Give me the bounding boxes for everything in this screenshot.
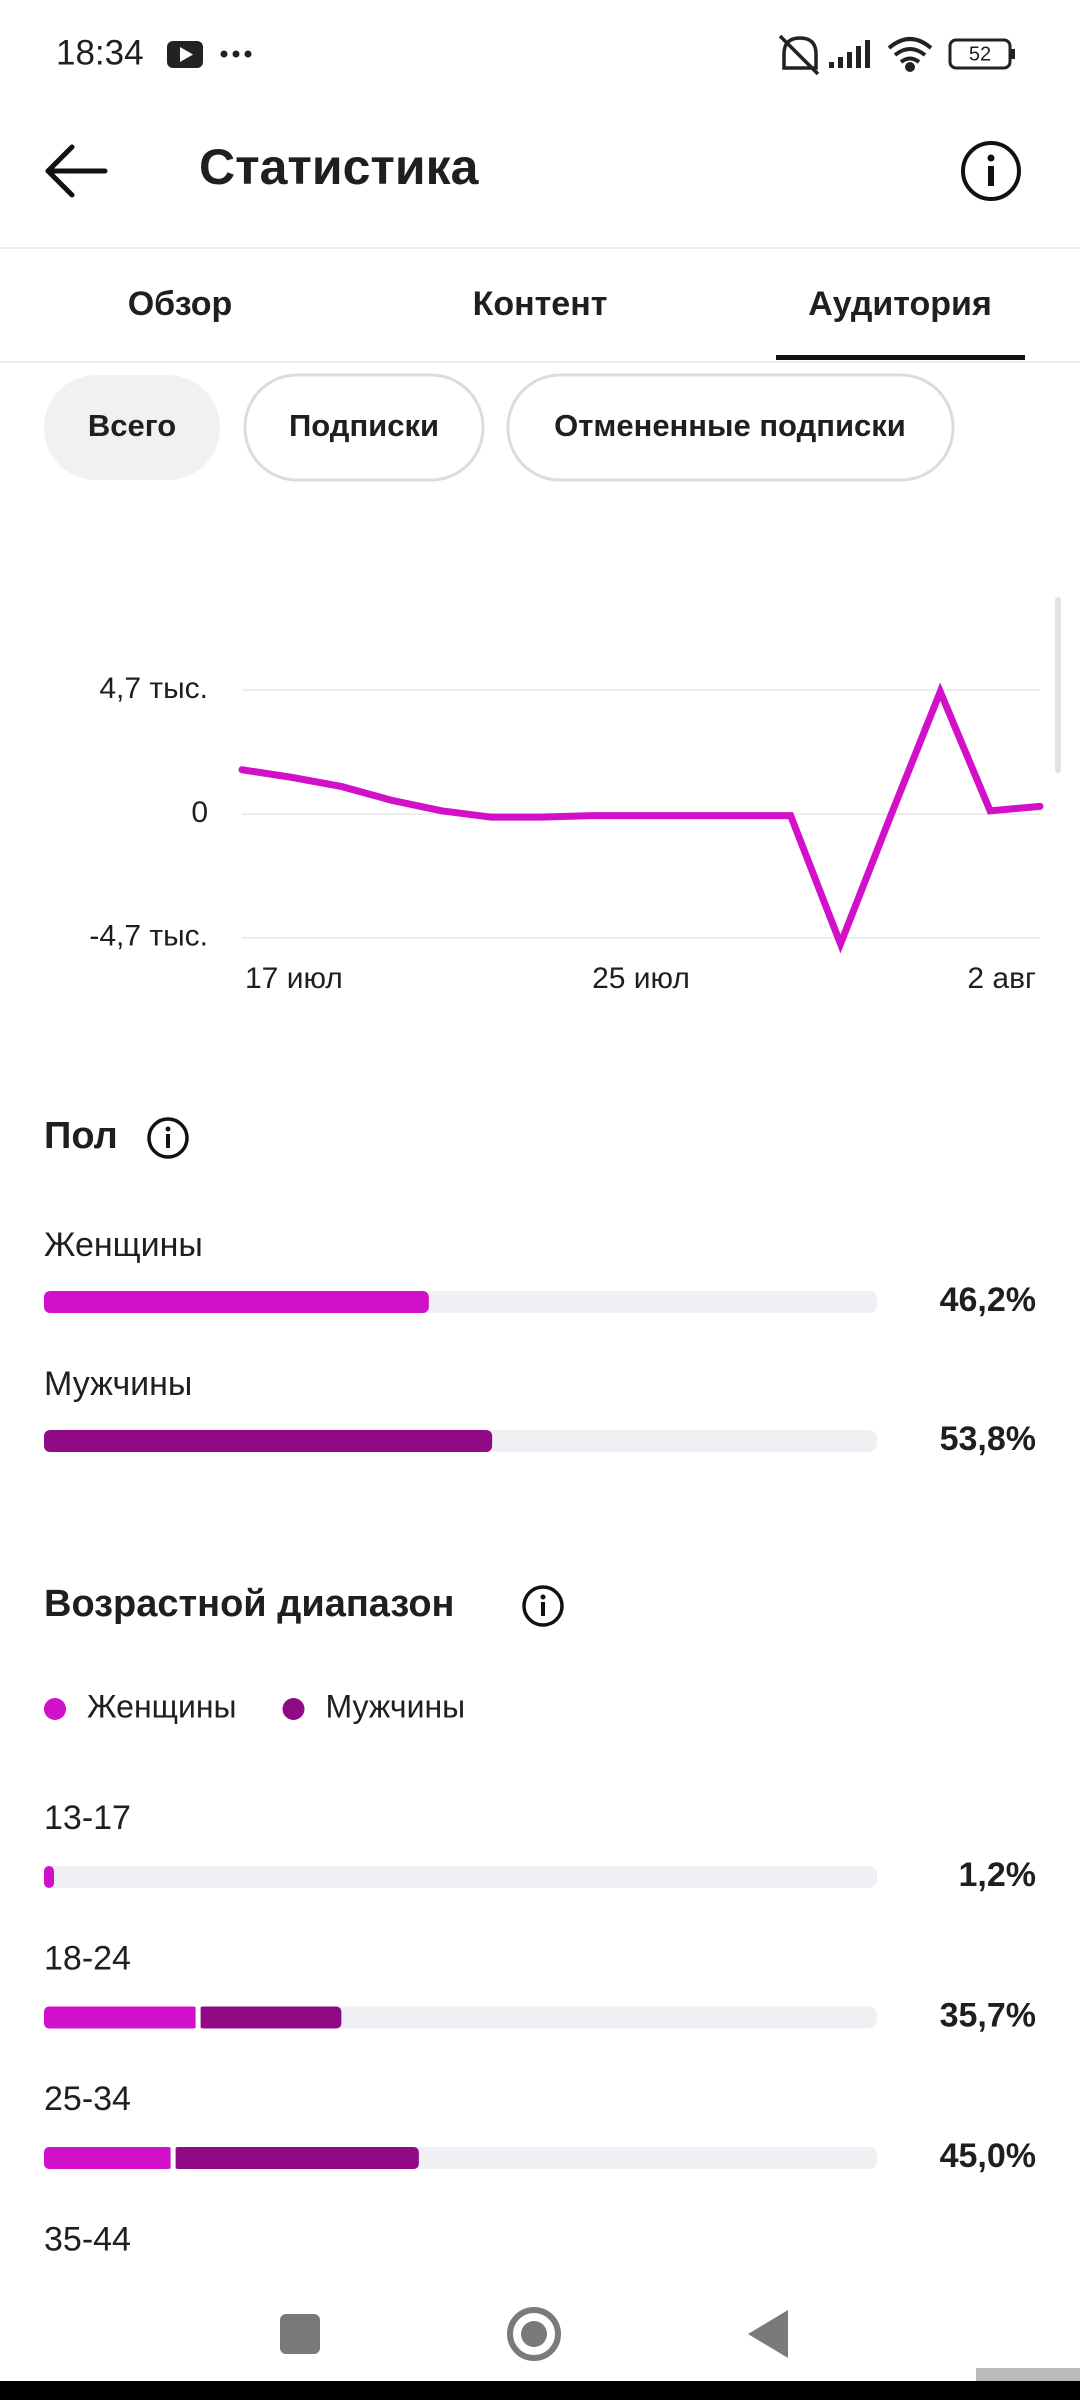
bar	[44, 1291, 429, 1313]
y-tick-label: -4,7 тыс.	[89, 920, 208, 953]
nav-recent[interactable]	[280, 2314, 320, 2354]
more-dots	[220, 50, 252, 58]
battery-icon	[948, 38, 1015, 70]
bottom-strip	[0, 2381, 1080, 2400]
tab[interactable]: Контент	[473, 285, 608, 323]
legend-label: Мужчины	[326, 1688, 466, 1724]
section-title: Возрастной диапазон	[44, 1583, 455, 1625]
gesture-handle	[976, 2368, 1080, 2381]
bar-label: Мужчины	[44, 1365, 192, 1403]
y-tick-label: 4,7 тыс.	[99, 672, 208, 705]
info-button[interactable]	[961, 141, 1021, 201]
chip[interactable]	[243, 373, 485, 482]
page-title: Статистика	[199, 139, 480, 195]
wifi-icon	[887, 37, 933, 72]
value-label: 1,2%	[959, 1856, 1037, 1894]
bar-label: 35-44	[44, 2220, 131, 2258]
nav-bar	[0, 2307, 1080, 2400]
x-tick-label: 25 июл	[592, 962, 690, 995]
mute-icon	[778, 34, 820, 76]
scrollbar	[1055, 597, 1061, 773]
nav-back[interactable]	[748, 2310, 788, 2358]
line-series	[238, 682, 1044, 954]
x-tick-label: 17 июл	[245, 962, 343, 995]
legend-label: Женщины	[87, 1688, 237, 1724]
value-label: 35,7%	[940, 1996, 1036, 2034]
chip-active[interactable]	[44, 375, 220, 480]
value-label: 46,2%	[940, 1281, 1036, 1319]
legend-dot	[282, 1698, 305, 1720]
bar-label: 13-17	[44, 1799, 131, 1837]
bar-track	[44, 1866, 877, 1888]
tab[interactable]: Обзор	[128, 285, 233, 323]
bar-segment	[198, 2006, 342, 2029]
bar	[44, 1430, 493, 1452]
info-icon[interactable]	[522, 1585, 564, 1627]
bar-segment	[173, 2147, 419, 2169]
nav-home[interactable]	[507, 2307, 561, 2361]
bar-segment	[44, 2147, 174, 2169]
chip-label[interactable]: Отмененные подписки	[554, 408, 906, 443]
x-tick-label: 2 авг	[967, 962, 1036, 995]
chip-label[interactable]: Подписки	[289, 408, 439, 443]
nav-home-dot	[521, 2321, 547, 2347]
tab-indicator	[776, 355, 1025, 360]
battery-level: 52	[969, 43, 991, 65]
back-button[interactable]	[45, 144, 108, 198]
bar-label: 18-24	[44, 1939, 131, 1977]
bar-segment	[44, 1866, 54, 1888]
bar-label: 25-34	[44, 2080, 131, 2118]
status-time: 18:34	[56, 33, 144, 72]
chip[interactable]	[506, 373, 955, 482]
chip-label[interactable]: Всего	[88, 408, 176, 443]
value-label: 53,8%	[940, 1420, 1036, 1458]
y-tick-label: 0	[191, 796, 208, 829]
tab-active[interactable]: Аудитория	[808, 285, 992, 323]
info-icon[interactable]	[147, 1117, 189, 1159]
legend-dot	[44, 1698, 66, 1720]
section-title: Пол	[44, 1115, 118, 1157]
bar-label: Женщины	[44, 1226, 203, 1264]
value-label: 45,0%	[940, 2137, 1036, 2175]
youtube-icon	[167, 41, 203, 68]
bar-segment	[44, 2006, 199, 2029]
signal-icon	[829, 40, 870, 68]
